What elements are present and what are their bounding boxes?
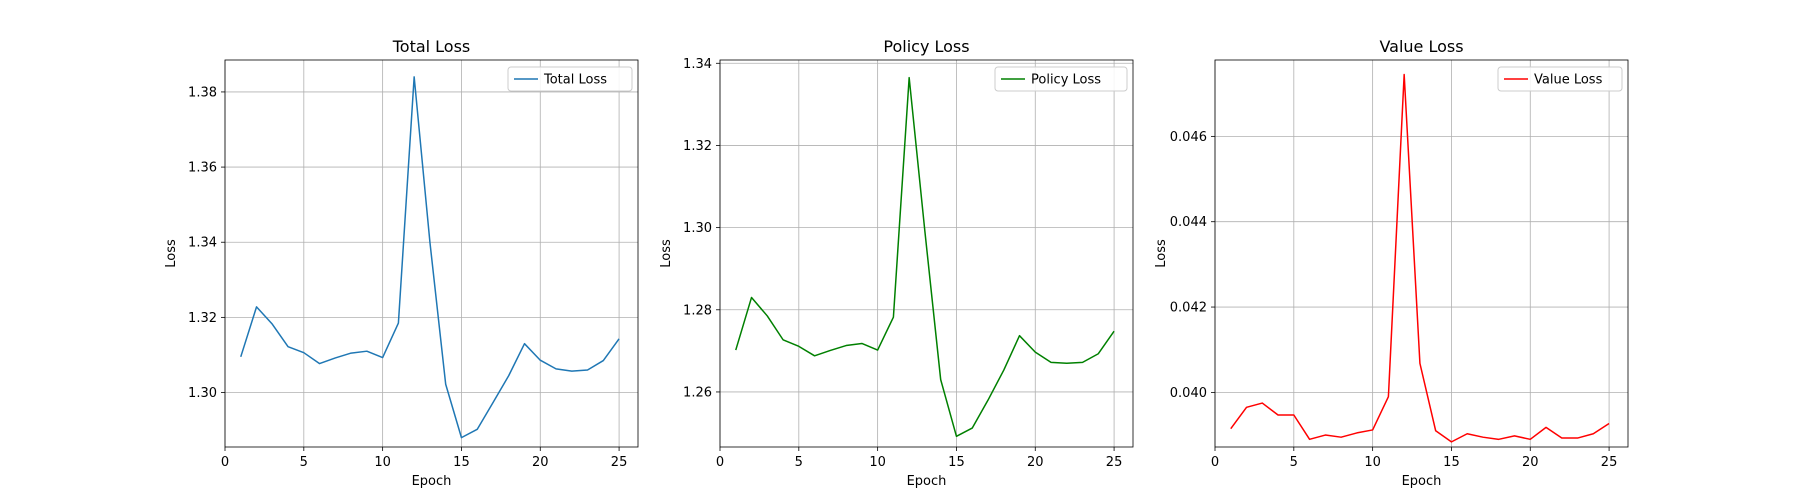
policy-loss-x-tick-label: 5 [795,455,803,470]
value-loss-y-tick-label: 0.042 [1170,301,1207,316]
policy-loss-axes-frame [719,59,1134,448]
total-loss-legend-box [507,66,633,92]
value-loss-x-tick-label: 20 [1522,455,1539,470]
total-loss-x-tick-label: 5 [300,455,308,470]
total-loss-x-tick-label: 10 [374,455,391,470]
total-loss-y-tick-label: 1.34 [188,236,217,251]
total-loss-x-axis-label: Epoch [412,474,452,489]
policy-loss-x-tick-label: 10 [869,455,886,470]
policy-loss-legend-box [994,66,1128,92]
policy-loss-legend: Policy Loss [994,66,1128,92]
policy-loss-y-axis-label: Loss [659,239,674,268]
total-loss-legend-label: Total Loss [543,73,607,88]
policy-loss-x-tick-label: 0 [716,455,724,470]
value-loss-x-tick-label: 25 [1601,455,1618,470]
policy-loss-x-axis-label: Epoch [907,474,947,489]
total-loss-title: Total Loss [392,37,471,56]
policy-loss-chart: 0 5 10 15 20 25 1.26 1.28 1.30 1.32 1.34 Policy Los… [659,37,1134,489]
policy-loss-series-line [735,76,1115,438]
value-loss-title: Value Loss [1379,37,1463,56]
total-loss-x-tick-label: 25 [611,455,628,470]
value-loss-x-tick-label: 5 [1290,455,1298,470]
value-loss-series-line [1230,73,1610,443]
policy-loss-x-tick-label: 20 [1027,455,1044,470]
total-loss-chart: 0 5 10 15 20 25 1.30 1.32 1.34 1.36 1.38 Total Loss… [164,37,639,489]
value-loss-legend-label: Value Loss [1534,73,1603,88]
total-loss-y-tick-label: 1.30 [188,386,217,401]
policy-loss-y-tick-label: 1.26 [683,385,712,400]
value-loss-y-tick-label: 0.046 [1170,130,1207,145]
value-loss-x-tick-label: 0 [1211,455,1219,470]
policy-loss-title: Policy Loss [883,37,969,56]
value-loss-legend: Value Loss [1497,66,1623,92]
value-loss-axes-frame [1214,59,1629,448]
total-loss-x-tick-label: 15 [453,455,470,470]
policy-loss-x-tick-label: 25 [1106,455,1123,470]
total-loss-axes-frame [224,59,639,448]
policy-loss-x-tick-label: 15 [948,455,965,470]
value-loss-chart: 0 5 10 15 20 25 0.040 0.042 0.044 0.046 Value Loss… [1154,37,1629,489]
value-loss-x-axis-label: Epoch [1402,474,1442,489]
value-loss-x-tick-label: 15 [1443,455,1460,470]
value-loss-y-tick-label: 0.040 [1170,386,1207,401]
policy-loss-y-tick-label: 1.28 [683,303,712,318]
policy-loss-y-tick-label: 1.34 [683,57,712,72]
value-loss-legend-box [1497,66,1623,92]
total-loss-y-axis-label: Loss [164,239,179,268]
policy-loss-y-tick-label: 1.32 [683,139,712,154]
policy-loss-y-tick-label: 1.30 [683,221,712,236]
total-loss-y-tick-label: 1.38 [188,85,217,100]
policy-loss-legend-label: Policy Loss [1031,73,1101,88]
value-loss-x-tick-label: 10 [1364,455,1381,470]
total-loss-series-line [240,76,620,439]
total-loss-y-tick-label: 1.32 [188,311,217,326]
total-loss-y-tick-label: 1.36 [188,161,217,176]
total-loss-legend: Total Loss [507,66,633,92]
value-loss-y-tick-label: 0.044 [1170,215,1207,230]
value-loss-y-axis-label: Loss [1154,239,1169,268]
total-loss-x-tick-label: 20 [532,455,549,470]
total-loss-x-tick-label: 0 [221,455,229,470]
